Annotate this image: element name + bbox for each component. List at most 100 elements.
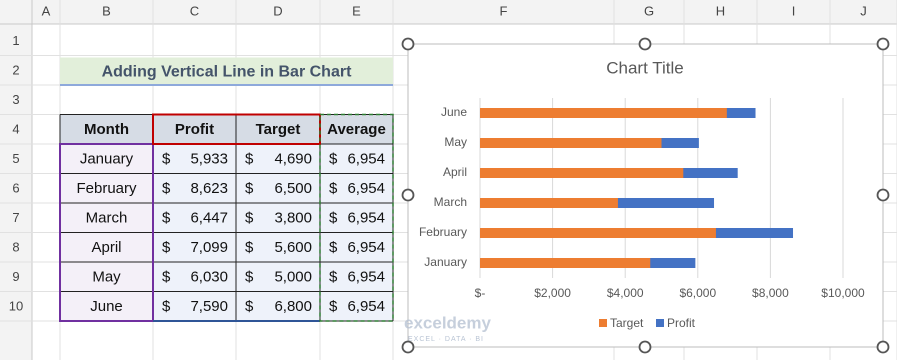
row-header-bar [0, 0, 32, 360]
currency-symbol: $ [162, 151, 171, 168]
y-tick-label: February [419, 225, 467, 239]
month-cell: March [86, 210, 128, 227]
average-selection [319, 113, 394, 322]
row-header: 2 [12, 63, 19, 78]
month-selection [59, 143, 154, 322]
currency-symbol: $ [245, 210, 254, 227]
amount-cell: 6,954 [347, 269, 385, 286]
currency-symbol: $ [329, 239, 338, 256]
amount-cell: 6,954 [347, 180, 385, 197]
watermark-tagline: EXCEL · DATA · BI [408, 336, 484, 343]
column-header: B [102, 3, 111, 18]
column-header: G [644, 3, 654, 18]
currency-symbol: $ [162, 180, 171, 197]
currency-symbol: $ [245, 151, 254, 168]
row-header: 9 [12, 269, 19, 284]
row-header: 1 [12, 33, 19, 48]
amount-cell: 5,000 [274, 269, 312, 286]
amount-cell: 5,600 [274, 239, 312, 256]
currency-symbol: $ [329, 210, 338, 227]
legend-swatch [656, 319, 664, 327]
table-header-cell: Target [256, 121, 301, 138]
column-header: F [500, 3, 508, 18]
currency-symbol: $ [162, 269, 171, 286]
bar [480, 138, 662, 148]
resize-handle[interactable] [876, 340, 890, 354]
table-header [60, 114, 393, 144]
y-tick-label: April [443, 165, 467, 179]
amount-cell: 6,800 [274, 298, 312, 315]
legend-label: Target [610, 316, 644, 330]
amount-cell: 7,590 [190, 298, 228, 315]
amount-cell: 8,623 [190, 180, 228, 197]
month-cell: June [90, 298, 123, 315]
column-header-bar [0, 0, 897, 24]
x-tick-label: $4,000 [607, 286, 644, 300]
resize-handle[interactable] [401, 188, 415, 202]
x-tick-label: $8,000 [752, 286, 789, 300]
currency-symbol: $ [162, 210, 171, 227]
currency-symbol: $ [329, 151, 338, 168]
row-header: 7 [12, 210, 19, 225]
title-text: Adding Vertical Line in Bar Chart [102, 63, 352, 80]
chart-title: Chart Title [606, 58, 683, 77]
title-cell [60, 57, 393, 85]
month-cell: January [80, 151, 134, 168]
amount-cell: 6,954 [347, 151, 385, 168]
month-cell: May [92, 269, 121, 286]
table-header-cell: Average [327, 121, 386, 138]
bar [480, 228, 716, 238]
currency-symbol: $ [245, 298, 254, 315]
legend-swatch [599, 319, 607, 327]
watermark-name: exceldemy [404, 313, 491, 332]
amount-cell: 6,447 [190, 210, 228, 227]
resize-handle[interactable] [638, 340, 652, 354]
bar [480, 168, 684, 178]
resize-handle[interactable] [401, 37, 415, 51]
bar [480, 258, 651, 268]
currency-symbol: $ [162, 298, 171, 315]
resize-handle[interactable] [638, 37, 652, 51]
table-header-cell: Profit [175, 121, 214, 138]
row-header: 8 [12, 240, 19, 255]
amount-cell: 6,954 [347, 210, 385, 227]
x-tick-label: $- [475, 286, 486, 300]
y-tick-label: January [424, 255, 467, 269]
x-tick-label: $6,000 [679, 286, 716, 300]
currency-symbol: $ [245, 269, 254, 286]
column-header: H [716, 3, 725, 18]
resize-handle[interactable] [401, 340, 415, 354]
column-header: C [190, 3, 199, 18]
chart-area [407, 43, 884, 348]
row-header: 4 [12, 122, 19, 137]
amount-cell: 6,500 [274, 180, 312, 197]
row-header: 6 [12, 181, 19, 196]
amount-cell: 3,800 [274, 210, 312, 227]
row-header: 5 [12, 151, 19, 166]
series-name-selection [152, 113, 321, 145]
column-header: E [352, 3, 361, 18]
column-header: J [860, 3, 867, 18]
currency-symbol: $ [329, 180, 338, 197]
currency-symbol: $ [329, 269, 338, 286]
bar [480, 108, 727, 118]
amount-cell: 5,933 [190, 151, 228, 168]
x-tick-label: $2,000 [534, 286, 571, 300]
amount-cell: 7,099 [190, 239, 228, 256]
resize-handle[interactable] [876, 37, 890, 51]
resize-handle[interactable] [876, 188, 890, 202]
month-cell: February [76, 180, 137, 197]
legend-label: Profit [667, 316, 696, 330]
currency-symbol: $ [245, 239, 254, 256]
column-header: D [273, 3, 282, 18]
amount-cell: 6,954 [347, 298, 385, 315]
row-header: 10 [9, 299, 23, 314]
column-header: I [792, 3, 796, 18]
y-tick-label: May [444, 135, 467, 149]
column-header: A [42, 3, 51, 18]
currency-symbol: $ [245, 180, 254, 197]
y-tick-label: June [441, 105, 467, 119]
amount-cell: 4,690 [274, 151, 312, 168]
